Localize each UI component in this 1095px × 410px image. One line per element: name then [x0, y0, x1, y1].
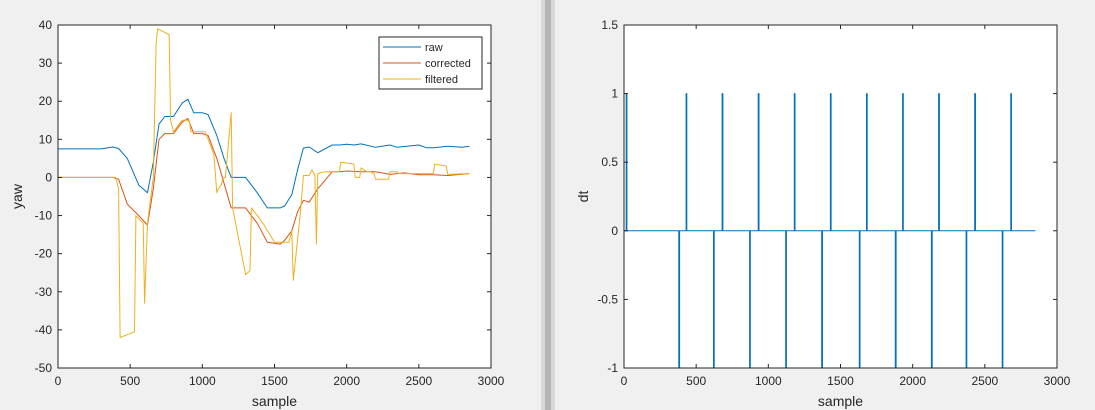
y-tick-label: -1 — [607, 361, 618, 375]
y-tick-label: 1 — [611, 87, 618, 101]
series-line-filtered — [58, 28, 470, 338]
series-group — [58, 28, 470, 338]
x-tick-label: 1500 — [261, 374, 288, 388]
x-axis-label: sample — [252, 393, 297, 409]
x-tick-label: 500 — [686, 374, 706, 388]
legend-label-corrected: corrected — [425, 58, 471, 70]
y-tick-label: 0 — [45, 170, 52, 184]
y-tick-label: 0.5 — [601, 155, 618, 169]
x-tick-label: 3000 — [1044, 374, 1071, 388]
legend[interactable]: raw corrected filtered — [378, 36, 483, 90]
x-axis-label: sample — [818, 393, 863, 409]
y-tick-label: 40 — [39, 18, 53, 32]
y-axis-label: yaw — [9, 183, 25, 209]
y-tick-label: -20 — [35, 247, 53, 261]
legend-label-raw: raw — [425, 42, 443, 54]
yaw-chart: 0 500 1000 1500 2000 2500 3000 -50 -40 -30 -20 -10 0… — [9, 18, 505, 409]
y-tick-label: 20 — [39, 94, 53, 108]
y-tick-label: -10 — [35, 209, 53, 223]
x-tick-label: 500 — [120, 374, 140, 388]
y-tick-label: 30 — [39, 56, 53, 70]
x-tick-label: 1000 — [189, 374, 216, 388]
y-tick-label: -40 — [35, 323, 53, 337]
dt-chart: 0 500 1000 1500 2000 2500 3000 -1 -0.5 0 0.5 1 1.5 sa… — [575, 18, 1071, 409]
x-tick-label: 2000 — [333, 374, 360, 388]
x-tick-label: 1000 — [755, 374, 782, 388]
legend-label-filtered: filtered — [425, 74, 458, 86]
series-group — [624, 93, 1036, 368]
x-tick-label: 1500 — [827, 374, 854, 388]
splitter-handle[interactable] — [545, 0, 551, 410]
x-tick-label: 2500 — [405, 374, 432, 388]
plot-area — [624, 25, 1057, 368]
y-tick-label: 1.5 — [601, 18, 618, 32]
y-tick-label: -30 — [35, 285, 53, 299]
y-axis-label: dt — [575, 191, 591, 203]
x-tick-label: 2000 — [899, 374, 926, 388]
x-tick-label: 2500 — [971, 374, 998, 388]
y-tick-label: -0.5 — [597, 292, 618, 306]
y-tick-label: -50 — [35, 361, 53, 375]
x-tick-label: 3000 — [478, 374, 505, 388]
y-tick-label: 10 — [39, 132, 53, 146]
x-tick-label: 0 — [621, 374, 628, 388]
series-line-series-0 — [624, 93, 1036, 368]
y-tick-label: 0 — [611, 224, 618, 238]
x-tick-label: 0 — [55, 374, 62, 388]
